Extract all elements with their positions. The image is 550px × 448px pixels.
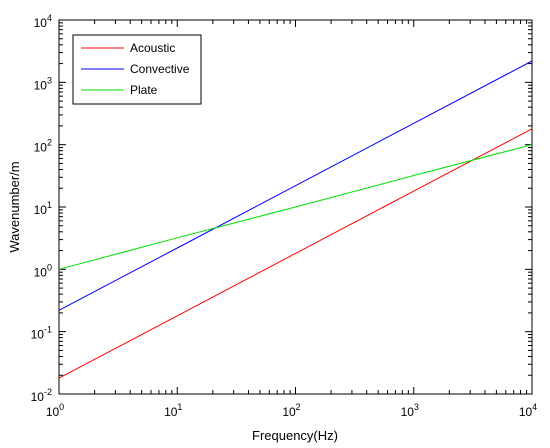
legend-label-acoustic: Acoustic [130, 41, 175, 55]
y-tick-label: 100 [34, 262, 52, 279]
series-line-plate [58, 144, 533, 270]
x-axis-label: Frequency(Hz) [252, 428, 338, 443]
series-lines [58, 60, 533, 379]
y-tick-label: 101 [34, 200, 52, 217]
y-tick-label: 104 [34, 13, 52, 30]
y-tick-label: 103 [34, 75, 52, 92]
y-tick-label: 102 [34, 138, 52, 155]
y-axis-label: Wavenumber/m [7, 161, 22, 252]
y-tick-labels: 10-2 10-1 100 101 102 103 104 [31, 13, 52, 404]
x-tick-label: 101 [164, 402, 182, 419]
x-tick-label: 102 [282, 402, 300, 419]
axis-ticks [58, 20, 532, 395]
legend-label-convective: Convective [130, 62, 190, 76]
legend-label-plate: Plate [130, 83, 158, 97]
x-tick-label: 103 [401, 402, 419, 419]
series-line-acoustic [58, 128, 533, 379]
x-tick-labels: 100 101 102 103 104 [46, 402, 537, 419]
legend: Acoustic Convective Plate [72, 34, 202, 105]
y-tick-label: 10-2 [31, 387, 52, 404]
x-tick-label: 100 [46, 402, 64, 419]
y-tick-label: 10-1 [31, 325, 52, 342]
series-line-convective [58, 60, 533, 311]
x-tick-label: 104 [519, 402, 537, 419]
